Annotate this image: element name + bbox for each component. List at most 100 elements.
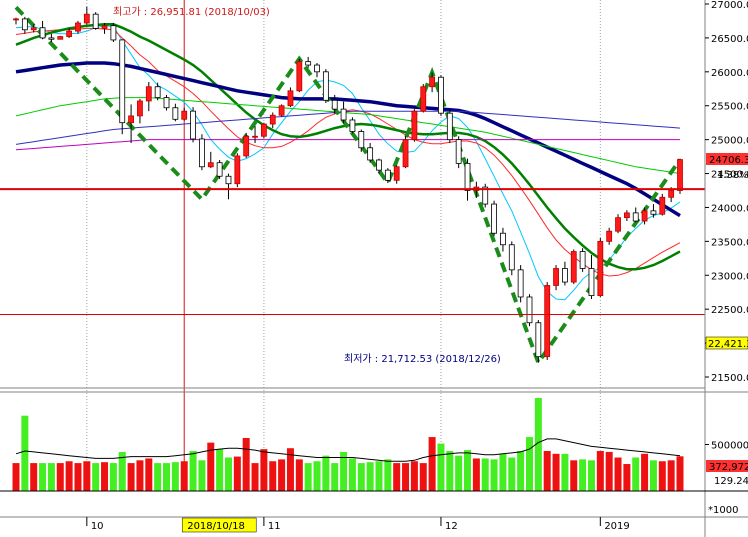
volume-bar: [242, 437, 250, 491]
volume-bar: [340, 451, 348, 491]
candle-body: [331, 99, 338, 110]
candle-body: [500, 232, 506, 246]
volume-sub-label: 129.24: [714, 476, 748, 487]
volume-bar: [65, 461, 73, 491]
volume-bar: [56, 463, 64, 491]
candles: [13, 6, 683, 363]
candle-body: [393, 166, 400, 181]
volume-bar: [278, 459, 286, 491]
candle-body: [314, 64, 320, 73]
volume-bar: [384, 459, 392, 491]
candle-body: [588, 268, 595, 297]
candle-body: [517, 269, 524, 298]
candle-body: [659, 196, 666, 215]
moving-average-ma5: [15, 25, 681, 301]
volume-bar: [525, 437, 533, 491]
volume-bar: [676, 456, 684, 491]
candle-body: [269, 114, 276, 125]
volume-bar: [534, 398, 542, 491]
volume-bar: [481, 458, 489, 491]
candle-body: [287, 90, 294, 107]
candle-body: [402, 139, 409, 168]
candle-body: [225, 175, 232, 185]
candle-body: [172, 107, 179, 120]
volume-bar: [74, 463, 82, 491]
level-label-box: [705, 336, 748, 350]
candle-body: [216, 162, 223, 177]
candle-body: [438, 76, 444, 114]
volume-bar: [632, 457, 640, 491]
candle-body: [641, 210, 648, 222]
high-annotation: 최고가 : 26,951.81 (2018/10/03): [113, 6, 270, 18]
price-y-tick-label: 23000.00: [711, 271, 748, 282]
last-volume-box: [706, 460, 748, 472]
volume-bar: [455, 455, 463, 491]
volume-bar: [145, 458, 153, 491]
volume-bars: [12, 398, 684, 491]
volume-bar: [499, 453, 507, 491]
candle-body: [234, 155, 241, 185]
crosshair-date-label: 2018/10/18: [187, 521, 245, 532]
candle-body: [526, 296, 533, 324]
candle-body: [30, 27, 37, 31]
volume-bar: [508, 457, 516, 491]
candle-body: [491, 203, 497, 234]
volume-bar: [605, 451, 613, 491]
price-y-tick-label: 27000.00: [711, 0, 748, 11]
candle-body: [384, 169, 391, 181]
volume-bar: [428, 437, 436, 491]
candle-body: [21, 18, 28, 31]
candle-body: [340, 108, 347, 121]
volume-bar: [393, 463, 401, 491]
volume-bar: [596, 451, 604, 491]
candle-body: [367, 147, 374, 161]
volume-bar: [552, 453, 560, 491]
price-y-tick-label: 23500.00: [711, 237, 748, 248]
candle-body: [553, 268, 559, 286]
candle-body: [260, 123, 267, 137]
volume-bar: [410, 461, 418, 491]
candle-body: [207, 162, 214, 168]
candle-body: [252, 135, 258, 138]
candle-body: [119, 39, 126, 124]
volume-bar: [12, 463, 20, 491]
level-label: 22,421.3: [708, 339, 748, 350]
candle-body: [597, 240, 604, 297]
candle-body: [455, 139, 462, 164]
volume-bar: [402, 463, 410, 491]
candle-body: [101, 25, 108, 29]
moving-average-ma240: [15, 110, 681, 145]
price-y-tick-label: 25500.00: [711, 102, 748, 113]
volume-bar: [649, 460, 657, 491]
candle-body: [544, 285, 551, 358]
volume-bar: [641, 453, 649, 491]
volume-bar: [517, 451, 525, 491]
volume-bar: [331, 463, 339, 491]
candle-body: [13, 18, 19, 21]
volume-bar: [419, 463, 427, 491]
price-y-tick-label: 25000.00: [711, 136, 748, 147]
price-y-tick-label: 22500.00: [711, 305, 748, 316]
volume-bar: [313, 461, 321, 491]
candle-body: [606, 230, 613, 242]
candle-body: [243, 135, 250, 157]
volume-unit-label: *1000: [708, 505, 738, 516]
candle-body: [278, 105, 285, 116]
candle-body: [199, 138, 205, 168]
volume-bar: [667, 460, 675, 491]
candle-body: [668, 190, 675, 198]
volume-bar: [154, 463, 162, 491]
candle-body: [615, 217, 621, 232]
candle-body: [482, 186, 489, 205]
volume-bar: [47, 463, 55, 491]
candle-body: [650, 210, 657, 215]
horizontal-level-lines: [0, 188, 705, 316]
candle-body: [145, 86, 152, 102]
volume-bar: [295, 459, 303, 491]
volume-bar: [437, 443, 445, 491]
candle-body: [305, 61, 312, 66]
volume-bar: [251, 463, 259, 491]
price-y-tick-label: 21500.00: [711, 373, 748, 384]
candle-body: [57, 36, 64, 40]
